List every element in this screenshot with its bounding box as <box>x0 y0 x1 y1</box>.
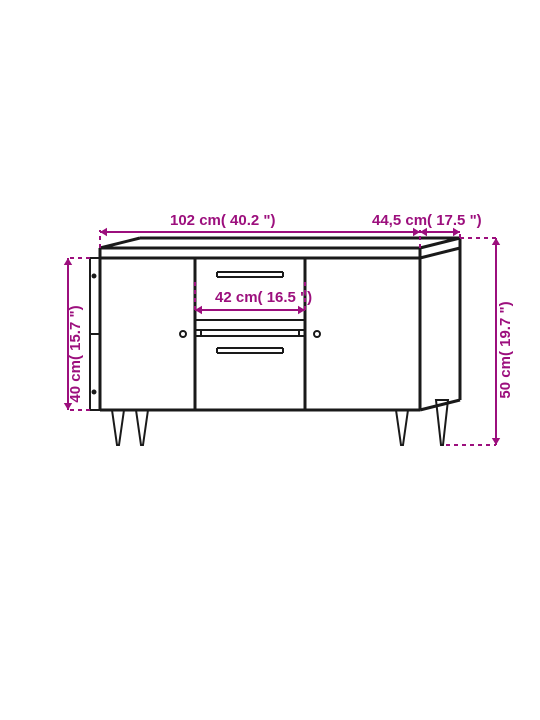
cabinet-drawing <box>90 238 460 445</box>
dim-drawer-width-label: 42 cm( 16.5 ") <box>215 289 312 306</box>
dim-total-height-label: 50 cm( 19.7 ") <box>497 301 514 398</box>
dim-depth-label: 44,5 cm( 17.5 ") <box>372 212 482 229</box>
dim-door-height-label: 40 cm( 15.7 ") <box>67 305 84 402</box>
dim-width-label: 102 cm( 40.2 ") <box>170 212 276 229</box>
